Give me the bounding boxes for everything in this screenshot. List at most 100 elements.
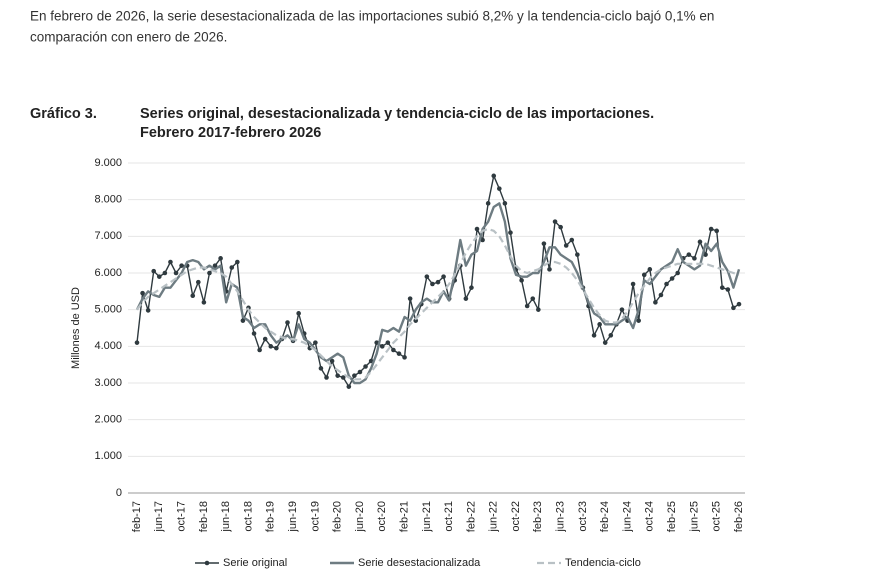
y-axis-label: Millones de USD — [70, 287, 82, 369]
chart-subtitle: Febrero 2017-febrero 2026 — [140, 125, 321, 141]
x-tick-label: feb-24 — [599, 501, 611, 532]
data-point — [653, 300, 658, 305]
data-point — [435, 279, 441, 285]
data-point — [608, 333, 614, 338]
data-point — [251, 331, 257, 336]
intro-line: En febrero de 2026, la serie desestacion… — [30, 9, 714, 24]
data-point — [340, 375, 346, 380]
data-point — [480, 237, 485, 243]
x-tick-label: oct-22 — [510, 501, 522, 532]
data-point — [346, 384, 352, 389]
x-tick-label: oct-21 — [443, 501, 455, 532]
data-point — [547, 267, 552, 272]
data-point — [491, 173, 497, 179]
y-tick-label: 3.000 — [94, 377, 122, 389]
x-tick-label: oct-24 — [644, 501, 656, 532]
data-point — [363, 364, 368, 369]
y-tick-label: 4.000 — [94, 340, 122, 352]
y-tick-label: 6.000 — [94, 267, 122, 279]
data-point — [731, 305, 736, 311]
data-point — [140, 290, 145, 296]
data-point — [469, 285, 474, 290]
data-point — [697, 239, 703, 245]
data-point — [257, 347, 262, 353]
data-point — [703, 252, 708, 257]
data-point — [725, 287, 731, 292]
legend-label: Serie desestacionalizada — [358, 557, 481, 569]
legend-label: Serie original — [223, 557, 287, 569]
y-tick-label: 5.000 — [94, 304, 122, 316]
data-point — [313, 340, 318, 345]
x-tick-label: jun-21 — [421, 501, 433, 533]
data-point — [630, 281, 636, 287]
data-point — [268, 344, 274, 349]
data-point — [597, 322, 602, 327]
x-tick-label: jun-18 — [220, 501, 232, 533]
data-point — [719, 285, 725, 290]
data-point — [145, 308, 151, 313]
data-point — [508, 230, 513, 235]
data-point — [474, 226, 480, 232]
data-point — [647, 267, 653, 272]
chart-title: Series original, desestacionalizada y te… — [140, 106, 654, 122]
data-point — [430, 281, 435, 287]
data-point — [441, 274, 446, 279]
y-tick-label: 8.000 — [94, 194, 122, 206]
series-line — [135, 202, 741, 385]
data-point — [379, 344, 385, 349]
data-point — [602, 340, 608, 345]
data-point — [229, 265, 235, 270]
x-tick-label: feb-26 — [733, 501, 745, 532]
data-point — [352, 373, 357, 378]
data-point — [664, 281, 669, 287]
data-point — [156, 274, 162, 279]
y-tick-label: 2.000 — [94, 414, 122, 426]
data-point — [485, 201, 491, 206]
data-point — [530, 296, 536, 301]
data-point — [536, 307, 541, 312]
data-point — [162, 270, 168, 276]
data-point — [151, 268, 157, 274]
legend-marker — [204, 560, 210, 566]
data-point — [402, 355, 407, 360]
x-tick-label: feb-19 — [265, 501, 277, 532]
figure-label: Gráfico 3. — [30, 106, 97, 122]
data-point — [569, 237, 575, 243]
y-tick-label: 9.000 — [94, 157, 122, 169]
y-tick-label: 7.000 — [94, 230, 122, 242]
data-point — [324, 375, 329, 380]
data-point — [692, 256, 697, 261]
data-point — [407, 296, 413, 301]
data-point — [591, 333, 597, 338]
data-point — [541, 241, 547, 246]
x-tick-label: jun-20 — [354, 501, 366, 533]
data-point — [396, 351, 402, 356]
data-point — [207, 270, 212, 276]
data-point — [686, 252, 692, 257]
x-tick-label: oct-18 — [242, 501, 254, 532]
x-tick-label: oct-20 — [376, 501, 388, 532]
x-tick-label: jun-19 — [287, 501, 299, 533]
series-line — [136, 227, 740, 381]
data-point — [463, 296, 469, 301]
data-point — [563, 243, 569, 248]
data-point — [391, 347, 396, 353]
data-point — [190, 293, 196, 299]
x-tick-label: oct-25 — [711, 501, 723, 532]
data-point — [552, 219, 558, 224]
x-tick-label: oct-23 — [577, 501, 589, 532]
x-tick-label: feb-18 — [198, 501, 210, 532]
data-point — [173, 270, 179, 276]
data-point — [708, 226, 714, 232]
data-point — [201, 300, 207, 305]
y-tick-label: 1.000 — [94, 450, 122, 462]
x-tick-label: jun-17 — [153, 501, 165, 533]
x-tick-label: oct-19 — [309, 501, 321, 532]
data-point — [736, 301, 742, 307]
data-point — [675, 270, 680, 276]
data-point — [274, 345, 279, 351]
x-tick-label: oct-17 — [175, 501, 187, 532]
legend-label: Tendencia-ciclo — [565, 557, 641, 569]
data-point — [413, 318, 419, 323]
